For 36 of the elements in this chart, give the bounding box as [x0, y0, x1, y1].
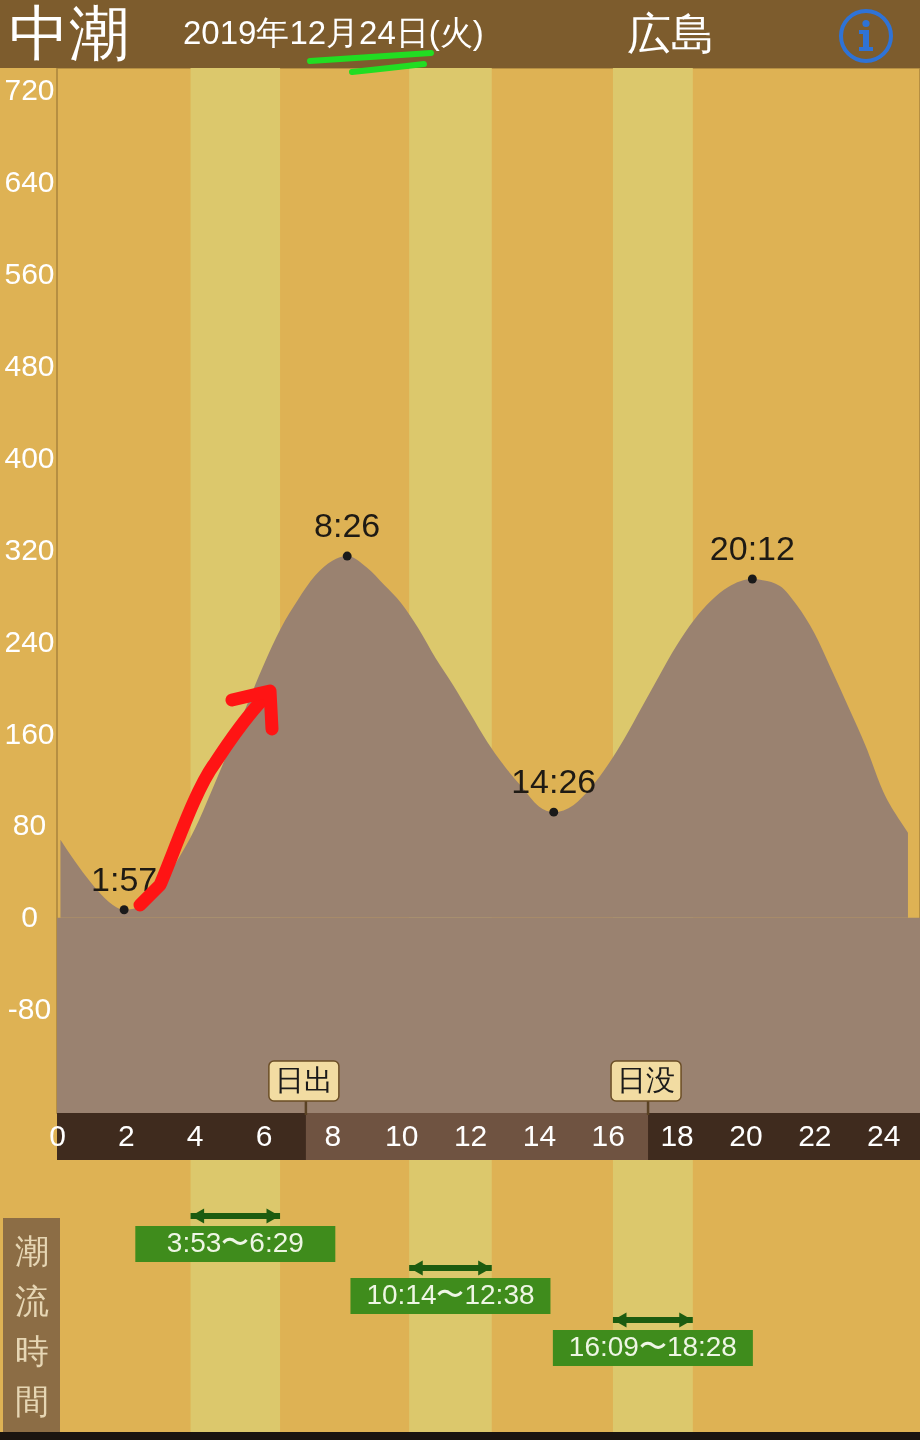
y-tick-label: 400 — [4, 440, 55, 474]
y-tick-label: -80 — [7, 992, 52, 1026]
x-tick-label: 22 — [798, 1118, 832, 1152]
x-tick-label: 16 — [591, 1118, 625, 1152]
y-tick-label: 160 — [4, 716, 55, 750]
y-tick-label: 480 — [4, 349, 55, 383]
x-tick-label: 10 — [385, 1118, 419, 1152]
x-tick-label: 4 — [186, 1118, 204, 1152]
annotation: 20:12 — [709, 529, 795, 568]
x-tick-label: 24 — [866, 1118, 901, 1152]
annotation: 8:26 — [314, 506, 381, 545]
y-tick-label: 320 — [4, 532, 55, 566]
chart-subtitle: 2019年12月24日(火) — [183, 13, 484, 53]
text: 潮流時間 — [3, 1218, 60, 1432]
text: 広島 — [627, 9, 715, 59]
x-tick-label: 2 — [118, 1118, 135, 1152]
y-tick-label: 240 — [4, 624, 55, 658]
x-tick-label: 6 — [255, 1118, 273, 1152]
x-tick-label: 18 — [660, 1118, 694, 1152]
ref-line-label: 日没 — [617, 1064, 676, 1096]
band-label: 3:53〜6:29 — [166, 1227, 304, 1258]
annotation: 14:26 — [511, 762, 597, 801]
x-tick-label: 8 — [324, 1118, 342, 1152]
band-label: 16:09〜18:28 — [568, 1331, 737, 1362]
annotation: 1:57 — [91, 859, 158, 898]
ref-line-label: 日出 — [274, 1064, 333, 1096]
band-label: 10:14〜12:38 — [366, 1279, 535, 1310]
y-tick-label: 560 — [4, 257, 55, 291]
y-tick-label: 80 — [12, 808, 47, 842]
y-tick-label: 720 — [4, 73, 55, 107]
y-tick-label: 0 — [21, 900, 38, 934]
chart-title: 中潮 — [9, 0, 129, 67]
x-tick-label: 14 — [522, 1118, 557, 1152]
y-tick-label: 640 — [4, 165, 55, 199]
x-tick-label: 20 — [729, 1118, 763, 1152]
x-tick-label: 12 — [453, 1118, 488, 1152]
